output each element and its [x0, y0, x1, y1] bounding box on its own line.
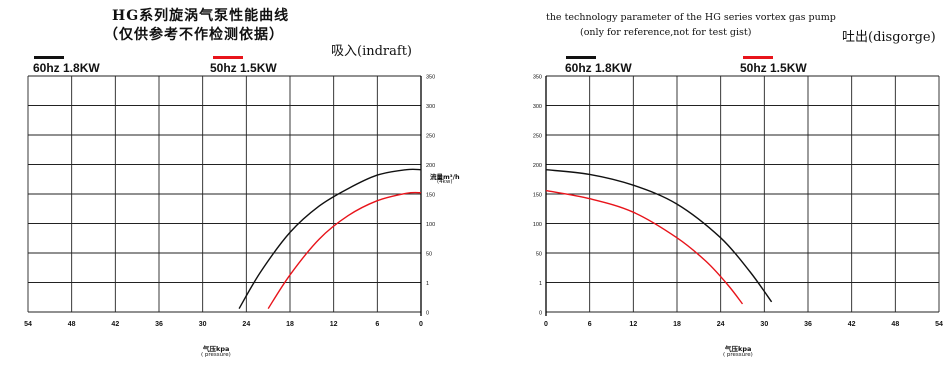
- x-tick-label: 6: [588, 321, 592, 328]
- chart-subtitle-zh: （仅供参考不作检测依据）: [104, 27, 284, 43]
- x-tick-label: 42: [848, 321, 856, 328]
- y-tick-label: 250: [533, 134, 542, 140]
- y-tick-label: 300: [426, 104, 435, 110]
- discharge-chart-panel: the technology parameter of the HG serie…: [476, 0, 952, 369]
- x-tick-label: 18: [286, 321, 294, 328]
- chart-title-en: the technology parameter of the HG serie…: [546, 12, 836, 23]
- x-tick-label: 42: [111, 321, 119, 328]
- pressure-axis-label-en: ( pressure): [201, 352, 231, 358]
- legend-50hz-swatch: [213, 56, 243, 59]
- x-tick-label: 24: [242, 321, 250, 328]
- x-tick-label: 0: [544, 321, 548, 328]
- y-tick-label: 200: [533, 163, 542, 169]
- y-tick-label: 50: [426, 252, 432, 258]
- x-tick-label: 30: [199, 321, 207, 328]
- pressure-axis-label-zh: 气压kpa: [725, 345, 752, 353]
- y-tick-label: 350: [426, 75, 435, 81]
- y-tick-label: 250: [426, 134, 435, 140]
- y-tick-label: 100: [533, 222, 542, 228]
- legend-60hz-label: 60hz 1.8KW: [33, 61, 100, 75]
- suction-mode-label: 吸入(indraft): [331, 44, 412, 59]
- series-line-50hz: [545, 189, 744, 305]
- y-tick-label: 50: [536, 252, 542, 258]
- y-tick-label: 1: [539, 281, 542, 287]
- series-line-60hz: [238, 168, 422, 309]
- flow-axis-label: 流量m³/h: [430, 173, 460, 181]
- legend-50hz-label: 50hz 1.5KW: [210, 61, 277, 75]
- x-tick-label: 36: [155, 321, 163, 328]
- chart-subtitle-en: (only for reference,not for test gist): [580, 27, 752, 38]
- x-tick-label: 6: [375, 321, 379, 328]
- pressure-axis-label-zh: 气压kpa: [203, 345, 230, 353]
- y-tick-label: 200: [426, 163, 435, 169]
- x-tick-label: 12: [330, 321, 338, 328]
- legend-60hz-swatch: [34, 56, 64, 59]
- series-line-60hz: [545, 169, 773, 303]
- legend-60hz-label: 60hz 1.8KW: [565, 61, 632, 75]
- x-tick-label: 54: [935, 321, 943, 328]
- suction-chart-panel: HG系列旋涡气泵性能曲线 （仅供参考不作检测依据） 吸入(indraft) 60…: [24, 8, 460, 358]
- chart-title-zh: HG系列旋涡气泵性能曲线: [112, 8, 290, 24]
- y-tick-label: 100: [426, 222, 435, 228]
- y-tick-label: 300: [533, 104, 542, 110]
- pressure-axis-label-en: ( pressure): [723, 352, 753, 358]
- x-tick-label: 0: [419, 321, 423, 328]
- x-tick-label: 30: [760, 321, 768, 328]
- x-tick-label: 12: [629, 321, 637, 328]
- x-tick-label: 48: [68, 321, 76, 328]
- x-tick-label: 48: [891, 321, 899, 328]
- legend-50hz-label: 50hz 1.5KW: [740, 61, 807, 75]
- legend-60hz-swatch: [566, 56, 596, 59]
- legend-50hz-swatch: [743, 56, 773, 59]
- y-tick-label: 150: [533, 193, 542, 199]
- y-tick-label: 350: [533, 75, 542, 81]
- y-tick-label: 0: [539, 311, 542, 317]
- y-tick-label: 0: [426, 311, 429, 317]
- flow-axis-unit: (4kw): [437, 179, 453, 185]
- y-tick-label: 150: [426, 193, 435, 199]
- series-line-50hz: [267, 191, 422, 309]
- x-tick-label: 36: [804, 321, 812, 328]
- discharge-mode-label: 吐出(disgorge): [842, 30, 936, 45]
- x-tick-label: 24: [717, 321, 725, 328]
- y-tick-label: 1: [426, 281, 429, 287]
- x-tick-label: 54: [24, 321, 32, 328]
- x-tick-label: 18: [673, 321, 681, 328]
